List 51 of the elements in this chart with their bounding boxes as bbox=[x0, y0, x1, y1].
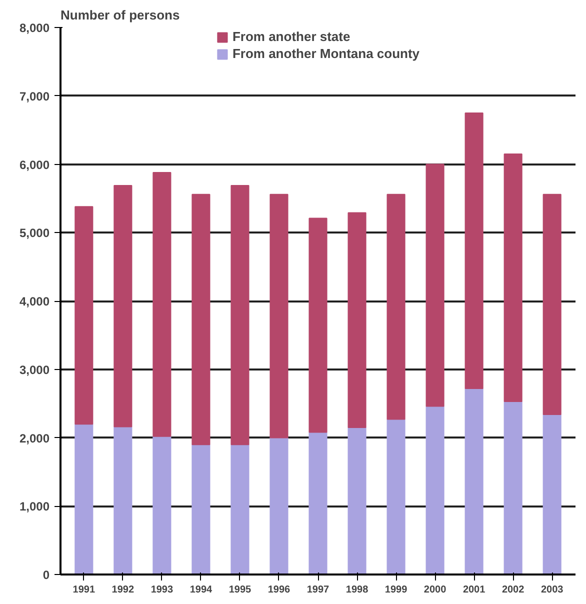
y-tick-label: 4,000 bbox=[19, 294, 50, 308]
bar bbox=[308, 432, 328, 574]
x-tick-label: 1993 bbox=[150, 584, 174, 596]
bar bbox=[152, 172, 172, 437]
x-tick-label: 1997 bbox=[306, 584, 330, 596]
bar bbox=[386, 418, 406, 574]
bar bbox=[192, 444, 210, 574]
y-tick-label: 2,000 bbox=[19, 431, 50, 446]
bar bbox=[348, 426, 366, 574]
bar bbox=[114, 426, 132, 574]
bar bbox=[114, 184, 132, 428]
y-axis-title: Number of persons bbox=[60, 8, 180, 22]
x-tick-label: 2000 bbox=[424, 584, 447, 596]
y-tick-label: 5,000 bbox=[19, 226, 50, 240]
x-tick-label: 1992 bbox=[112, 584, 134, 596]
bar bbox=[426, 406, 444, 574]
x-tick-label: 1998 bbox=[346, 584, 369, 596]
x-tick-label: 2003 bbox=[540, 584, 564, 596]
x-tick-label: 1996 bbox=[268, 584, 291, 596]
bar bbox=[464, 112, 484, 390]
x-tick-label: 1994 bbox=[190, 584, 213, 596]
bar bbox=[504, 153, 522, 402]
legend-label: From another state bbox=[232, 29, 350, 44]
bar bbox=[152, 436, 172, 574]
bar bbox=[464, 388, 484, 574]
x-tick-label: 2002 bbox=[502, 584, 525, 596]
x-tick-label: 1991 bbox=[72, 584, 96, 596]
y-tick-label: 0 bbox=[42, 568, 50, 582]
y-tick-label: 1,000 bbox=[19, 500, 50, 514]
bar bbox=[308, 218, 328, 433]
y-tick-label: 8,000 bbox=[19, 21, 50, 35]
bar bbox=[230, 184, 250, 446]
bar bbox=[74, 424, 94, 574]
bar bbox=[426, 164, 444, 407]
bar bbox=[230, 444, 250, 574]
x-tick-label: 1995 bbox=[228, 584, 252, 596]
y-tick-label: 7,000 bbox=[19, 89, 50, 104]
bar bbox=[386, 194, 406, 420]
bar bbox=[74, 206, 94, 425]
bar bbox=[542, 194, 562, 416]
y-tick-label: 3,000 bbox=[19, 362, 50, 377]
legend-label: From another Montana county bbox=[232, 46, 420, 61]
bar bbox=[542, 414, 562, 574]
x-tick-label: 2001 bbox=[462, 584, 486, 596]
bar bbox=[504, 401, 522, 574]
bar bbox=[348, 212, 366, 428]
y-tick-label: 6,000 bbox=[19, 158, 50, 172]
x-tick-label: 1999 bbox=[384, 584, 408, 596]
bar bbox=[270, 437, 288, 574]
bar bbox=[192, 194, 210, 446]
bar bbox=[270, 194, 288, 438]
